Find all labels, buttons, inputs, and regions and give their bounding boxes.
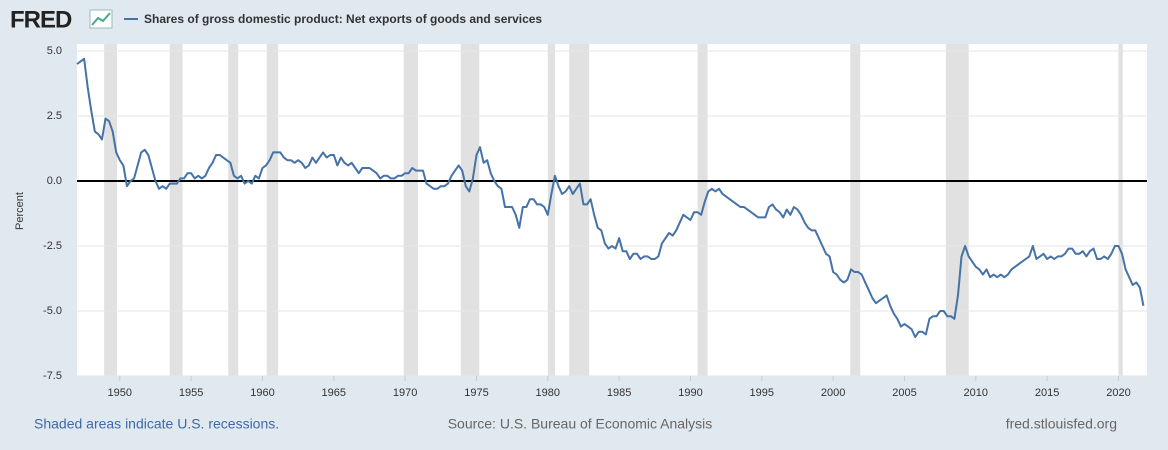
x-tick-label: 2005 — [892, 387, 916, 399]
series-line — [76, 57, 1145, 338]
x-tick-label: 1990 — [678, 387, 702, 399]
recession-band — [104, 44, 117, 376]
footer-right: fred.stlouisfed.org — [1006, 416, 1117, 432]
y-tick-label: -7.5 — [43, 370, 62, 382]
x-tick-label: 2020 — [1106, 387, 1130, 399]
recession-band — [547, 44, 555, 376]
x-tick-label: 2015 — [1035, 387, 1059, 399]
recession-band — [569, 44, 590, 376]
recession-band — [460, 44, 480, 376]
y-axis-label: Percent — [14, 192, 26, 230]
x-tick-label: 1965 — [322, 387, 346, 399]
recession-band — [403, 44, 418, 376]
x-tick-label: 1960 — [250, 387, 274, 399]
footer-left: Shaded areas indicate U.S. recessions. — [34, 416, 279, 432]
x-tick-label: 1985 — [607, 387, 631, 399]
x-tick-label: 1980 — [536, 387, 560, 399]
y-tick-label: -5.0 — [43, 305, 62, 317]
x-tick-label: 1995 — [750, 387, 774, 399]
y-tick-label: -2.5 — [43, 240, 62, 252]
x-tick-label: 2010 — [964, 387, 988, 399]
x-tick-label: 1955 — [179, 387, 203, 399]
x-tick-label: 1975 — [464, 387, 488, 399]
y-tick-label: 2.5 — [47, 110, 62, 122]
recession-band — [850, 44, 861, 376]
y-tick-label: 0.0 — [47, 175, 62, 187]
recession-band — [169, 44, 183, 376]
recession-band — [228, 44, 239, 376]
x-tick-label: 1970 — [393, 387, 417, 399]
logo: FRED — [10, 6, 72, 33]
y-tick-label: 5.0 — [47, 45, 62, 57]
recession-band — [1118, 44, 1123, 376]
footer-center: Source: U.S. Bureau of Economic Analysis — [448, 416, 713, 432]
legend-label: Shares of gross domestic product: Net ex… — [144, 12, 542, 26]
x-tick-label: 1950 — [108, 387, 132, 399]
x-tick-label: 2000 — [821, 387, 845, 399]
logo-icon — [89, 9, 113, 29]
recession-band — [945, 44, 969, 376]
recession-band — [266, 44, 279, 376]
